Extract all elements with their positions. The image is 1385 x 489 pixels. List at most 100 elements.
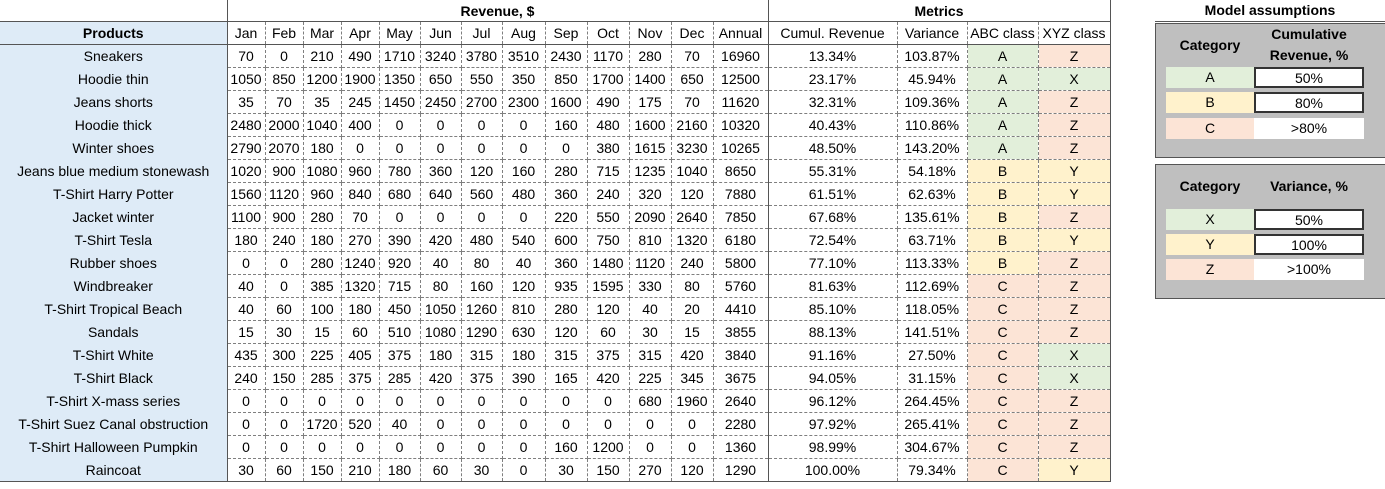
products-header[interactable]: Products: [0, 21, 228, 45]
variance-cell[interactable]: 264.45%: [897, 389, 968, 413]
month-revenue-cell[interactable]: 385: [303, 274, 342, 298]
month-revenue-cell[interactable]: 1235: [629, 159, 672, 183]
abc-class-cell[interactable]: C: [967, 320, 1039, 344]
month-header[interactable]: Sep: [545, 21, 588, 45]
month-revenue-cell[interactable]: 175: [629, 90, 672, 114]
cumul-revenue-cell[interactable]: 98.99%: [768, 435, 898, 459]
month-revenue-cell[interactable]: 420: [420, 228, 462, 252]
month-revenue-cell[interactable]: 0: [461, 136, 503, 160]
month-revenue-cell[interactable]: 0: [341, 136, 380, 160]
month-revenue-cell[interactable]: 30: [461, 458, 503, 482]
xyz-category-label[interactable]: Category: [1179, 178, 1241, 194]
month-revenue-cell[interactable]: 1200: [303, 67, 342, 91]
month-revenue-cell[interactable]: 350: [502, 67, 546, 91]
month-revenue-cell[interactable]: 280: [545, 297, 588, 321]
month-revenue-cell[interactable]: 1720: [303, 412, 342, 436]
variance-cell[interactable]: 109.36%: [897, 90, 968, 114]
annual-revenue-cell[interactable]: 5800: [713, 251, 769, 275]
annual-revenue-cell[interactable]: 2280: [713, 412, 769, 436]
month-revenue-cell[interactable]: 330: [629, 274, 672, 298]
month-revenue-cell[interactable]: 650: [420, 67, 462, 91]
xyz-class-cell[interactable]: Z: [1038, 90, 1111, 114]
cumul-revenue-cell[interactable]: 13.34%: [768, 44, 898, 68]
month-revenue-cell[interactable]: 0: [587, 412, 630, 436]
abc-cat-cell[interactable]: B: [1166, 92, 1254, 113]
abc-class-cell[interactable]: B: [967, 251, 1039, 275]
month-revenue-cell[interactable]: 0: [545, 412, 588, 436]
xyz-class-header[interactable]: XYZ class: [1038, 21, 1111, 45]
cumul-revenue-header[interactable]: Cumul. Revenue: [768, 21, 898, 45]
month-revenue-cell[interactable]: 0: [420, 389, 462, 413]
month-revenue-cell[interactable]: 3510: [502, 44, 546, 68]
month-revenue-cell[interactable]: 35: [227, 90, 266, 114]
month-revenue-cell[interactable]: 20: [671, 297, 714, 321]
month-revenue-cell[interactable]: 60: [265, 297, 304, 321]
assumptions-title-text[interactable]: Model assumptions: [1155, 0, 1385, 22]
cumul-revenue-cell[interactable]: 67.68%: [768, 205, 898, 229]
month-revenue-cell[interactable]: 40: [379, 412, 421, 436]
month-revenue-cell[interactable]: 60: [420, 458, 462, 482]
month-revenue-cell[interactable]: 0: [420, 435, 462, 459]
cumul-revenue-cell[interactable]: 77.10%: [768, 251, 898, 275]
month-revenue-cell[interactable]: 750: [587, 228, 630, 252]
month-revenue-cell[interactable]: 1080: [420, 320, 462, 344]
abc-class-cell[interactable]: B: [967, 159, 1039, 183]
month-revenue-cell[interactable]: 0: [671, 412, 714, 436]
month-revenue-cell[interactable]: 0: [461, 412, 503, 436]
month-revenue-cell[interactable]: 3780: [461, 44, 503, 68]
month-header[interactable]: Feb: [265, 21, 304, 45]
month-revenue-cell[interactable]: 0: [587, 389, 630, 413]
month-revenue-cell[interactable]: 270: [629, 458, 672, 482]
xyz-cat-cell[interactable]: X: [1166, 209, 1254, 230]
month-revenue-cell[interactable]: 210: [341, 458, 380, 482]
product-name-cell[interactable]: T-Shirt Tropical Beach: [0, 297, 228, 321]
xyz-class-cell[interactable]: Z: [1038, 412, 1111, 436]
annual-revenue-cell[interactable]: 3840: [713, 343, 769, 367]
month-revenue-cell[interactable]: 3240: [420, 44, 462, 68]
month-revenue-cell[interactable]: 630: [502, 320, 546, 344]
month-revenue-cell[interactable]: 40: [420, 251, 462, 275]
month-revenue-cell[interactable]: 80: [461, 251, 503, 275]
cumul-revenue-cell[interactable]: 61.51%: [768, 182, 898, 206]
product-name-cell[interactable]: Jeans blue medium stonewash: [0, 159, 228, 183]
abc-value-label-2[interactable]: Revenue, %: [1269, 47, 1349, 63]
month-revenue-cell[interactable]: 1120: [629, 251, 672, 275]
revenue-group-header[interactable]: Revenue, $: [227, 0, 769, 22]
abc-value-label-1[interactable]: Cumulative: [1271, 26, 1347, 42]
month-revenue-cell[interactable]: 0: [545, 136, 588, 160]
xyz-class-cell[interactable]: X: [1038, 343, 1111, 367]
month-revenue-cell[interactable]: 0: [227, 251, 266, 275]
month-revenue-cell[interactable]: 480: [461, 228, 503, 252]
month-revenue-cell[interactable]: 280: [303, 205, 342, 229]
xyz-class-cell[interactable]: X: [1038, 366, 1111, 390]
month-revenue-cell[interactable]: 150: [587, 458, 630, 482]
month-revenue-cell[interactable]: 30: [629, 320, 672, 344]
product-name-cell[interactable]: T-Shirt Black: [0, 366, 228, 390]
annual-revenue-cell[interactable]: 3855: [713, 320, 769, 344]
cumul-revenue-cell[interactable]: 72.54%: [768, 228, 898, 252]
month-revenue-cell[interactable]: 0: [379, 113, 421, 137]
cumul-revenue-cell[interactable]: 96.12%: [768, 389, 898, 413]
month-revenue-cell[interactable]: 1320: [341, 274, 380, 298]
month-revenue-cell[interactable]: 0: [502, 389, 546, 413]
variance-cell[interactable]: 113.33%: [897, 251, 968, 275]
month-revenue-cell[interactable]: 220: [545, 205, 588, 229]
month-revenue-cell[interactable]: 70: [671, 44, 714, 68]
month-revenue-cell[interactable]: 0: [265, 435, 304, 459]
month-revenue-cell[interactable]: 240: [265, 228, 304, 252]
month-revenue-cell[interactable]: 345: [671, 366, 714, 390]
xyz-class-cell[interactable]: Z: [1038, 113, 1111, 137]
product-name-cell[interactable]: T-Shirt White: [0, 343, 228, 367]
month-revenue-cell[interactable]: 1120: [265, 182, 304, 206]
month-revenue-cell[interactable]: 2700: [461, 90, 503, 114]
month-revenue-cell[interactable]: 1480: [587, 251, 630, 275]
month-header[interactable]: Jul: [461, 21, 503, 45]
month-revenue-cell[interactable]: 2300: [502, 90, 546, 114]
abc-class-cell[interactable]: C: [967, 435, 1039, 459]
month-revenue-cell[interactable]: 0: [461, 113, 503, 137]
month-revenue-cell[interactable]: 315: [461, 343, 503, 367]
annual-revenue-cell[interactable]: 6180: [713, 228, 769, 252]
month-revenue-cell[interactable]: 1960: [671, 389, 714, 413]
month-revenue-cell[interactable]: 120: [545, 320, 588, 344]
month-revenue-cell[interactable]: 0: [379, 205, 421, 229]
